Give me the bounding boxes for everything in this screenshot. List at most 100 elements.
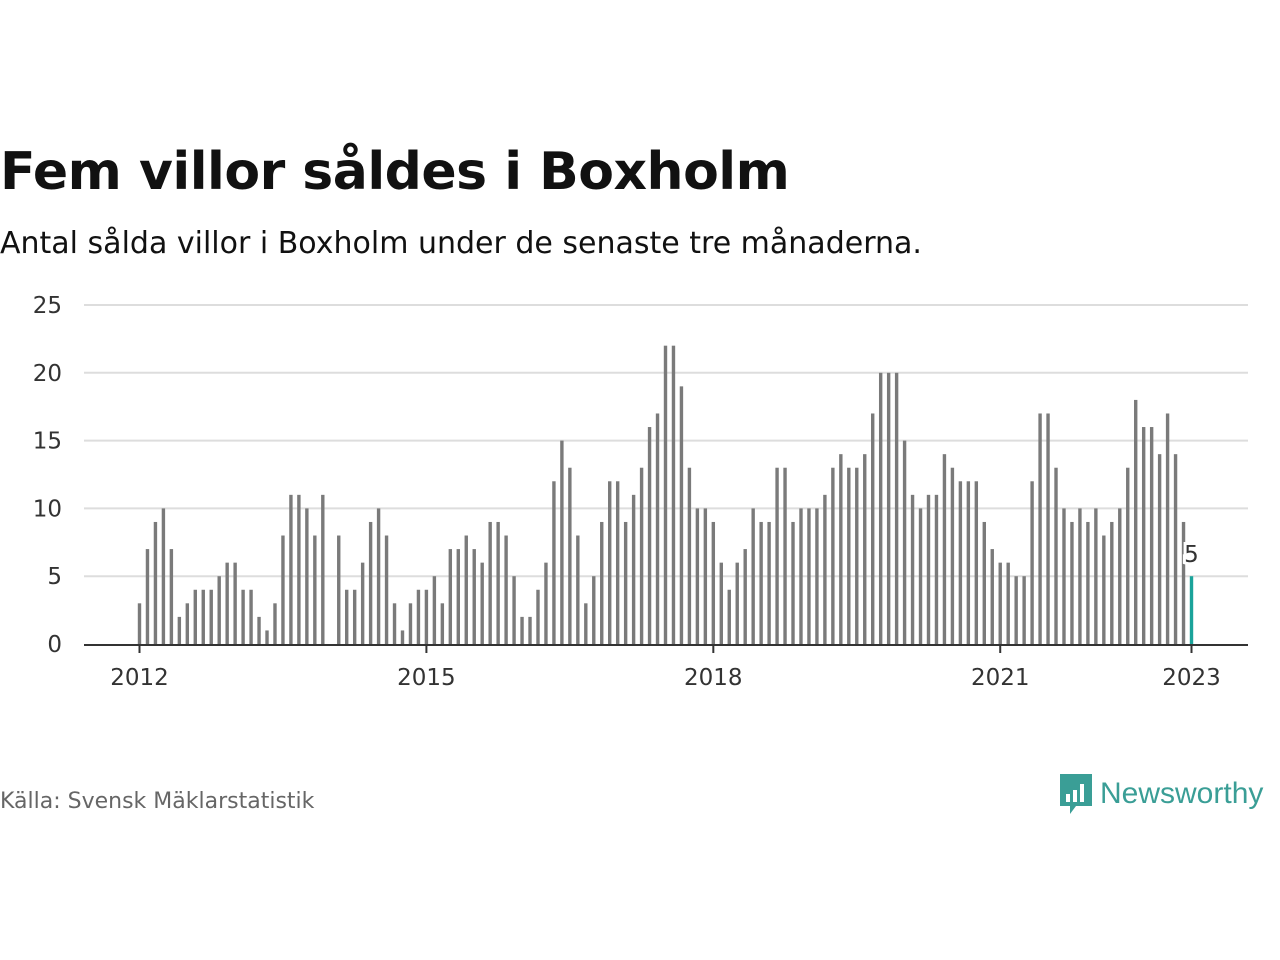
bar [894,372,899,644]
bar [305,508,309,644]
bar [751,508,755,644]
bar [520,616,524,644]
bar [1149,427,1154,644]
highlight-bar [1189,576,1194,644]
bar [177,616,182,644]
bar [799,508,803,644]
bar [145,549,150,644]
bar [257,616,261,644]
bar [886,372,891,644]
bar [576,535,580,644]
bar [902,440,907,644]
bar [608,481,612,644]
bar [297,494,301,644]
bar [966,481,971,644]
bar [384,535,389,644]
bar [926,494,931,644]
bar [456,549,460,644]
bar [639,467,644,644]
bar [759,521,763,644]
bar [1181,521,1186,644]
bar [783,467,787,644]
y-tick-label: 10 [33,496,62,522]
bar [416,589,421,644]
bar [504,535,508,644]
bar [153,521,158,644]
bar [432,576,437,644]
bar-chart: 0 5 10 15 20 25 2012 2015 2018 2021 2023 5 [33,293,1248,691]
bar [193,589,197,644]
brand-name: Newsworthy [1100,777,1264,810]
bar [1070,521,1074,644]
bar [321,494,325,644]
x-tick-label: 2018 [684,665,743,691]
bar [1062,508,1066,644]
bar [839,454,843,644]
bar [544,562,548,644]
bar [1014,576,1018,644]
bar [791,521,795,644]
bar [273,603,277,644]
highlight-value-label: 5 [1184,542,1199,568]
bar-chart-speech-bubble-icon [1060,774,1092,814]
bar [161,508,166,644]
bar [863,454,867,644]
bar [472,549,476,644]
bar [775,467,779,644]
bar [480,562,484,644]
bar [249,589,253,644]
bar [1165,413,1170,644]
bar [552,481,556,644]
bar [352,589,357,644]
bar [536,589,540,644]
y-tick-label: 25 [33,293,62,319]
bar [1110,521,1114,644]
bar [950,467,955,644]
bar [1118,508,1122,644]
bar [671,345,676,644]
bar [1102,535,1106,644]
bar [807,508,811,644]
bar [281,535,285,644]
bar [201,589,205,644]
bar [1046,413,1050,644]
bar [400,630,405,644]
bar [918,508,923,644]
bar [679,386,684,644]
bar [592,576,596,644]
bar [974,481,979,644]
chart-subtitle: Antal sålda villor i Boxholm under de se… [0,226,922,261]
bar [225,562,229,644]
bar [408,603,413,644]
bar [815,508,819,644]
bar [376,508,381,644]
newsworthy-logo[interactable]: Newsworthy [1058,772,1263,816]
bar [289,494,293,644]
bar [464,535,468,644]
chart-title: Fem villor såldes i Boxholm [0,142,790,202]
y-tick-label: 0 [47,632,62,658]
bar [998,562,1002,644]
bar [855,467,859,644]
bar [695,508,700,644]
bar [910,494,915,644]
bar [337,535,341,644]
bar [600,521,604,644]
bar [241,589,245,644]
bar [1126,467,1130,644]
bar [934,494,939,644]
y-tick-label: 20 [33,361,62,387]
bar [345,589,349,644]
bar [767,521,771,644]
bar [703,508,708,644]
bar [1086,521,1090,644]
bar [185,603,190,644]
bar [1173,454,1178,644]
bar [871,413,875,644]
bar [137,603,142,644]
bar [1157,454,1162,644]
bar [217,576,221,644]
bar [209,589,213,644]
bar [743,549,747,644]
bar [663,345,668,644]
